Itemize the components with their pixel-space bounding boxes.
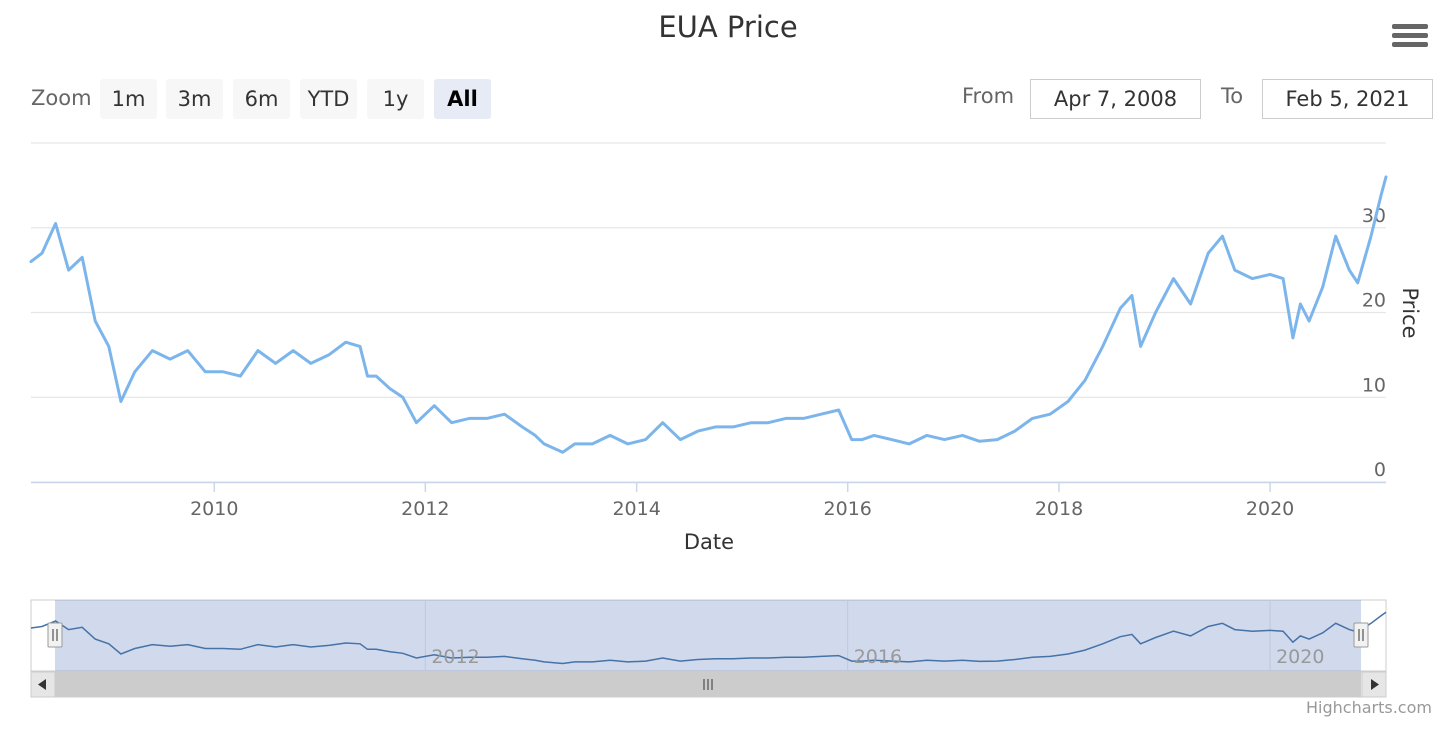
- navigator-left-handle[interactable]: [47, 622, 63, 648]
- menu-bar: [1392, 24, 1428, 29]
- x-tick-label: 2016: [824, 498, 872, 520]
- range-from-label: From: [962, 84, 1015, 108]
- x-axis-title: Date: [684, 530, 734, 554]
- zoom-1m-button[interactable]: 1m: [100, 79, 157, 119]
- range-to-input[interactable]: Feb 5, 2021: [1262, 79, 1433, 119]
- zoom-all-button[interactable]: All: [434, 79, 491, 119]
- x-tick-label: 2018: [1035, 498, 1083, 520]
- y-axis-title: Price: [1398, 287, 1422, 338]
- y-tick-label: 30: [1362, 205, 1386, 227]
- x-tick-label: 2014: [612, 498, 660, 520]
- chart-grid: [31, 142, 1386, 484]
- x-tick-label: 2020: [1246, 498, 1294, 520]
- scroll-right-arrow-icon[interactable]: [1361, 671, 1387, 698]
- x-axis-ticks: 2010 2012 2014 2016 2018 2020: [190, 482, 1294, 520]
- navigator-tick-label: 2020: [1276, 646, 1324, 668]
- y-tick-label: 20: [1362, 290, 1386, 312]
- x-tick-label: 2012: [401, 498, 449, 520]
- price-series-line: [29, 175, 1388, 454]
- scroll-left-arrow-icon[interactable]: [30, 671, 56, 698]
- y-tick-label: 10: [1362, 374, 1386, 396]
- zoom-3m-button[interactable]: 3m: [166, 79, 223, 119]
- menu-bar: [1392, 42, 1428, 47]
- highcharts-credit-link[interactable]: Highcharts.com: [1306, 698, 1432, 717]
- navigator-series-line: [30, 611, 1387, 665]
- x-tick-label: 2010: [190, 498, 238, 520]
- chart-title: EUA Price: [658, 10, 798, 44]
- navigator-tick-label: 2016: [854, 646, 902, 668]
- range-to-label: To: [1221, 84, 1244, 108]
- zoom-1y-button[interactable]: 1y: [367, 79, 424, 119]
- zoom-ytd-button[interactable]: YTD: [300, 79, 357, 119]
- zoom-6m-button[interactable]: 6m: [233, 79, 290, 119]
- navigator-right-handle[interactable]: [1353, 622, 1369, 648]
- range-from-input[interactable]: Apr 7, 2008: [1030, 79, 1201, 119]
- scrollbar[interactable]: [30, 671, 1387, 698]
- y-tick-label: 0: [1374, 459, 1386, 481]
- navigator-tick-label: 2012: [431, 646, 479, 668]
- zoom-label: Zoom: [31, 86, 92, 110]
- menu-bar: [1392, 33, 1428, 38]
- hamburger-menu-icon[interactable]: [1392, 24, 1428, 54]
- y-axis-ticks: 0 10 20 30: [1362, 205, 1386, 481]
- navigator-selection[interactable]: [55, 600, 1361, 671]
- navigator-ticks: 2012 2016 2020: [431, 646, 1324, 668]
